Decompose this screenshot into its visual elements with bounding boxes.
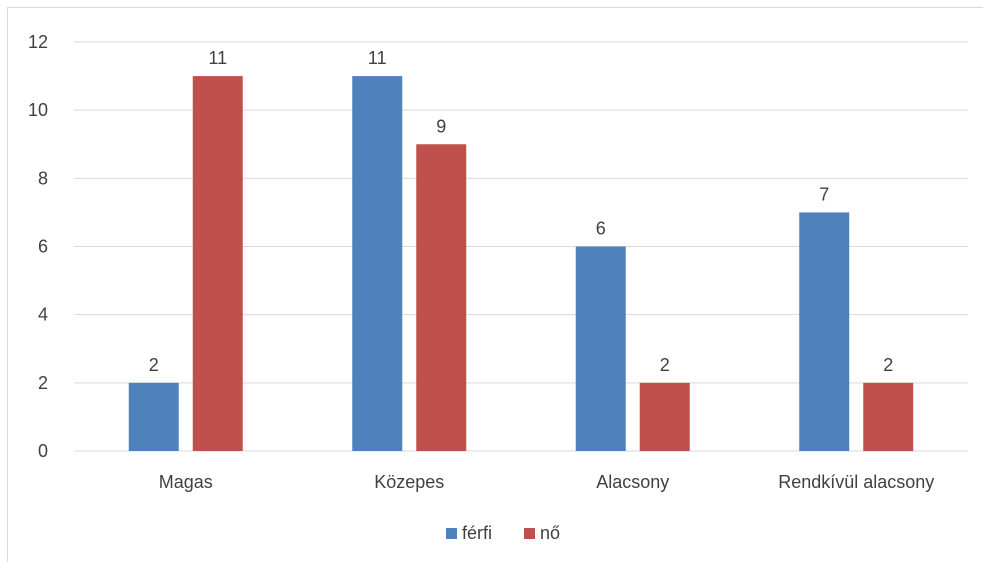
legend-swatch	[446, 528, 457, 539]
x-category-label: Közepes	[374, 472, 444, 492]
bar-férfi-magas	[128, 382, 179, 451]
data-label: 2	[149, 355, 159, 375]
x-category-label: Rendkívül alacsony	[778, 472, 934, 492]
bar-férfi-közepes	[352, 76, 403, 451]
y-tick-label: 8	[38, 168, 48, 188]
data-label: 9	[436, 116, 446, 136]
legend-swatch	[524, 528, 535, 539]
bar-nő-rendkívül-alacsony	[863, 382, 914, 451]
bar-nő-magas	[192, 76, 243, 451]
y-tick-label: 4	[38, 305, 48, 325]
y-tick-label: 2	[38, 373, 48, 393]
data-label: 7	[819, 184, 829, 204]
y-tick-label: 10	[28, 100, 48, 120]
legend: férfi nő	[446, 523, 560, 543]
data-label: 11	[208, 48, 227, 68]
data-label: 6	[596, 219, 606, 239]
y-axis: 0 2 4 6 8 10 12	[28, 32, 48, 461]
x-category-label: Magas	[159, 472, 213, 492]
bar-férfi-rendkívül-alacsony	[799, 212, 850, 451]
data-label: 11	[368, 48, 387, 68]
legend-label: nő	[540, 523, 560, 543]
bar-nő-közepes	[416, 144, 467, 451]
x-category-label: Alacsony	[596, 472, 669, 492]
y-tick-label: 0	[38, 441, 48, 461]
data-label: 2	[883, 355, 893, 375]
y-tick-label: 12	[28, 32, 48, 52]
data-labels: 2 11 11 9 6 2 7 2	[149, 48, 894, 375]
legend-label: férfi	[462, 523, 492, 543]
bars	[128, 76, 914, 451]
bar-férfi-alacsony	[575, 246, 626, 451]
data-label: 2	[660, 355, 670, 375]
bar-nő-alacsony	[639, 382, 690, 451]
y-tick-label: 6	[38, 237, 48, 257]
x-axis: Magas Közepes Alacsony Rendkívül alacsony	[159, 472, 935, 492]
